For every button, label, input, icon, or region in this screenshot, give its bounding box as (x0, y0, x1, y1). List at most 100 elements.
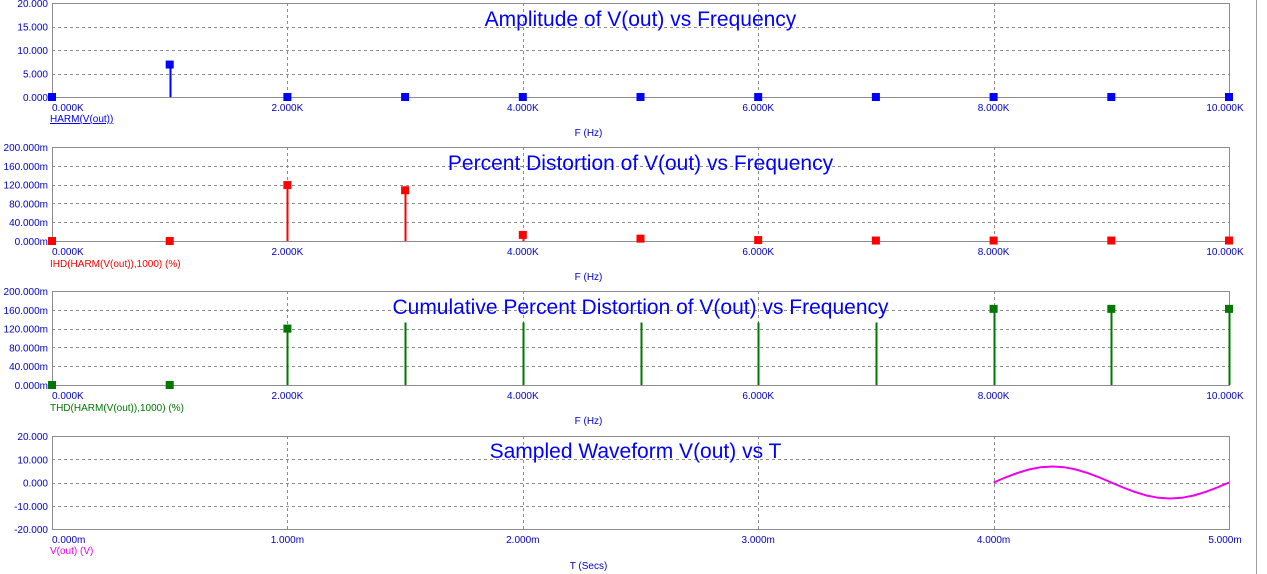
harmonic-marker (48, 381, 56, 389)
y-tick-label: 40.000m (9, 362, 48, 373)
panel-cumulative-distortion-x-axis-label: F (Hz) (575, 416, 603, 427)
y-tick-label: 0.000 (23, 479, 48, 490)
harmonic-marker (283, 93, 292, 101)
panel-sampled-waveform-series (993, 465, 1230, 500)
x-tick-label: 2.000m (506, 535, 539, 546)
x-tick-label: 5.000m (1208, 535, 1241, 546)
x-tick-label: 2.000K (272, 103, 304, 114)
panel-sampled-waveform-legend[interactable]: V(out) (V) (50, 546, 93, 557)
panel-cumulative-distortion-legend[interactable]: THD(HARM(V(out)),1000) (%) (50, 403, 184, 414)
panel-percent-distortion-grid (52, 147, 1229, 241)
panel-percent-distortion-x-axis-label: F (Hz) (575, 272, 603, 283)
y-tick-label: 40.000m (9, 218, 48, 229)
harmonic-marker (989, 304, 998, 313)
y-tick-label: 120.000m (4, 181, 48, 192)
harmonic-marker (165, 237, 174, 245)
y-tick-label: 80.000m (9, 343, 48, 354)
panel-sampled-waveform-title: Sampled Waveform V(out) vs T (490, 440, 782, 463)
x-tick-label: 0.000K (52, 391, 84, 402)
panel-amplitude-title: Amplitude of V(out) vs Frequency (485, 8, 797, 31)
harmonic-marker (283, 181, 292, 190)
harmonic-marker (48, 93, 56, 101)
x-tick-label: 2.000K (272, 391, 304, 402)
y-tick-label: 0.000 (23, 93, 48, 104)
harmonic-marker (754, 93, 763, 101)
panel-amplitude-legend[interactable]: HARM(V(out)) (50, 114, 113, 125)
harmonic-marker (518, 93, 527, 101)
x-tick-label: 4.000K (507, 391, 539, 402)
waveform-line (993, 465, 1230, 500)
x-tick-label: 2.000K (272, 247, 304, 258)
panel-cumulative-distortion-title: Cumulative Percent Distortion of V(out) … (392, 296, 889, 319)
harmonic-marker (48, 237, 56, 245)
panel-percent-distortion-x-ticks: 0.000K 2.000K 4.000K 6.000K 8.000K 10.00… (52, 247, 1244, 258)
harmonic-marker (636, 93, 645, 101)
panel-amplitude-grid (52, 3, 1229, 97)
harmonic-marker (1107, 93, 1116, 101)
x-tick-label: 4.000K (507, 103, 539, 114)
harmonic-marker (165, 381, 174, 389)
panel-sampled-waveform[interactable]: -20.000 -10.000 0.000 10.000 20.000 0.00… (14, 432, 1242, 572)
y-tick-label: 80.000m (9, 199, 48, 210)
y-tick-label: 160.000m (4, 162, 48, 173)
y-tick-label: 20.000 (17, 0, 48, 10)
x-tick-label: 0.000K (52, 103, 84, 114)
x-tick-label: 6.000K (742, 391, 774, 402)
x-tick-label: 10.000K (1206, 391, 1244, 402)
x-tick-label: 6.000K (742, 103, 774, 114)
panel-cumulative-distortion[interactable]: 0.000m 40.000m 80.000m 120.000m 160.000m… (4, 287, 1244, 427)
harmonic-marker (989, 236, 998, 245)
y-tick-label: 120.000m (4, 325, 48, 336)
x-tick-label: 0.000m (52, 535, 85, 546)
x-tick-label: 0.000K (52, 247, 84, 258)
y-tick-label: 10.000 (17, 455, 48, 466)
y-tick-label: 5.000 (23, 70, 48, 81)
panel-amplitude-x-axis-label: F (Hz) (575, 128, 603, 139)
panel-sampled-waveform-frame (52, 436, 1230, 530)
harmonic-marker (871, 93, 880, 101)
harmonic-marker (1225, 236, 1233, 245)
panel-percent-distortion-series (48, 181, 1233, 245)
x-tick-label: 3.000m (742, 535, 775, 546)
harmonic-marker (1225, 304, 1233, 313)
harmonic-marker (636, 234, 645, 243)
harmonic-marker (283, 324, 292, 333)
y-tick-label: -10.000 (14, 502, 48, 513)
x-tick-label: 1.000m (271, 535, 304, 546)
harmonic-marker (1107, 236, 1116, 245)
y-tick-label: 160.000m (4, 306, 48, 317)
harmonic-marker (401, 186, 410, 195)
harmonic-marker (518, 230, 527, 239)
x-tick-label: 10.000K (1206, 103, 1244, 114)
harmonic-marker (165, 60, 174, 69)
x-tick-label: 6.000K (742, 247, 774, 258)
x-tick-label: 4.000m (977, 535, 1010, 546)
panel-sampled-waveform-x-ticks: 0.000m 1.000m 2.000m 3.000m 4.000m 5.000… (52, 535, 1242, 546)
panel-amplitude-y-ticks: 0.000 5.000 10.000 15.000 20.000 (17, 0, 48, 104)
panel-sampled-waveform-x-axis-label: T (Secs) (570, 561, 608, 572)
x-tick-label: 10.000K (1206, 247, 1244, 258)
panel-cumulative-distortion-x-ticks: 0.000K 2.000K 4.000K 6.000K 8.000K 10.00… (52, 391, 1244, 402)
panel-percent-distortion-title: Percent Distortion of V(out) vs Frequenc… (448, 152, 834, 175)
x-tick-label: 8.000K (978, 103, 1010, 114)
panel-amplitude[interactable]: 0.000 5.000 10.000 15.000 20.000 0.000K … (17, 0, 1244, 139)
harmonic-marker (989, 93, 998, 101)
x-tick-label: 8.000K (978, 247, 1010, 258)
panel-percent-distortion[interactable]: 0.000m 40.000m 80.000m 120.000m 160.000m… (4, 143, 1244, 283)
harmonic-marker (1225, 93, 1233, 101)
harmonic-marker (871, 236, 880, 245)
panel-sampled-waveform-y-ticks: -20.000 -10.000 0.000 10.000 20.000 (14, 432, 48, 536)
x-tick-label: 8.000K (978, 391, 1010, 402)
y-tick-label: 0.000m (15, 381, 48, 392)
y-tick-label: 200.000m (4, 143, 48, 154)
panel-cumulative-distortion-y-ticks: 0.000m 40.000m 80.000m 120.000m 160.000m… (4, 287, 48, 392)
x-tick-label: 4.000K (507, 247, 539, 258)
harmonic-marker (401, 93, 410, 101)
panel-percent-distortion-legend[interactable]: IHD(HARM(V(out)),1000) (%) (50, 259, 181, 270)
panel-amplitude-series (48, 60, 1233, 101)
panel-percent-distortion-y-ticks: 0.000m 40.000m 80.000m 120.000m 160.000m… (4, 143, 48, 248)
y-tick-label: -20.000 (14, 525, 48, 536)
y-tick-label: 0.000m (15, 237, 48, 248)
y-tick-label: 15.000 (17, 23, 48, 34)
